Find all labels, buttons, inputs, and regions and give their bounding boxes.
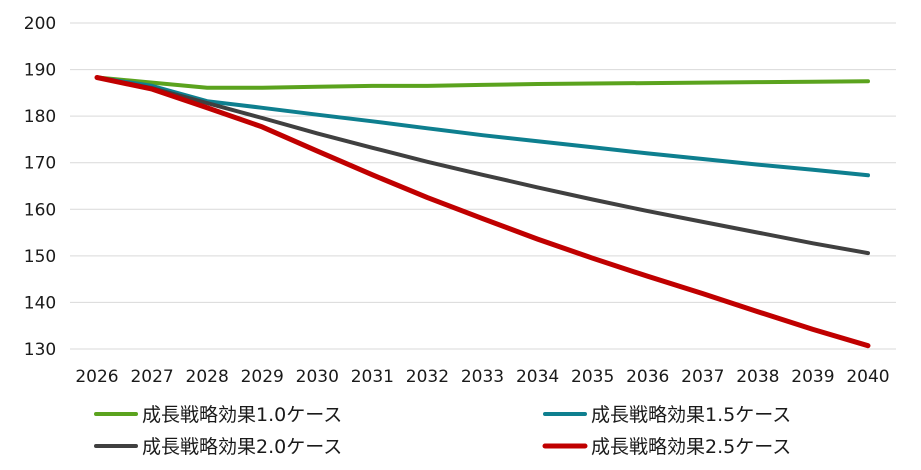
x-tick-label: 2030 xyxy=(296,367,339,387)
y-tick-label: 200 xyxy=(24,14,56,34)
x-tick-label: 2028 xyxy=(186,367,229,387)
y-tick-label: 130 xyxy=(24,340,56,360)
x-tick-label: 2035 xyxy=(571,367,614,387)
x-tick-label: 2034 xyxy=(516,367,559,387)
series-line-3 xyxy=(95,75,870,256)
y-axis: 130 140 150 160 170 180 190 200 xyxy=(24,14,56,360)
y-tick-label: 140 xyxy=(24,293,56,313)
y-tick-label: 170 xyxy=(24,154,56,174)
legend-label-3: 成長戦略効果2.0ケース xyxy=(142,436,342,458)
x-tick-label: 2029 xyxy=(241,367,284,387)
series-line-2 xyxy=(95,75,870,178)
y-tick-label: 180 xyxy=(24,107,56,127)
legend-label-1: 成長戦略効果1.0ケース xyxy=(142,404,342,426)
x-tick-label: 2032 xyxy=(406,367,449,387)
y-tick-label: 150 xyxy=(24,247,56,267)
x-tick-label: 2038 xyxy=(736,367,779,387)
y-tick-label: 190 xyxy=(24,61,56,81)
legend-label-2: 成長戦略効果1.5ケース xyxy=(591,404,791,426)
x-tick-label: 2036 xyxy=(626,367,669,387)
x-tick-label: 2039 xyxy=(791,367,834,387)
x-axis: 2026 2027 2028 2029 2030 2031 2032 2033 2034 2035… xyxy=(75,367,889,387)
x-tick-label: 2027 xyxy=(130,367,173,387)
series-line-4 xyxy=(94,75,871,349)
y-tick-label: 160 xyxy=(24,200,56,220)
legend-label-4: 成長戦略効果2.5ケース xyxy=(591,436,791,458)
x-tick-label: 2026 xyxy=(75,367,118,387)
gridlines xyxy=(70,22,896,350)
x-tick-label: 2037 xyxy=(681,367,724,387)
series-line-1 xyxy=(95,75,870,90)
x-tick-label: 2031 xyxy=(351,367,394,387)
x-tick-label: 2033 xyxy=(461,367,504,387)
x-tick-label: 2040 xyxy=(846,367,889,387)
series-lines xyxy=(94,75,871,349)
